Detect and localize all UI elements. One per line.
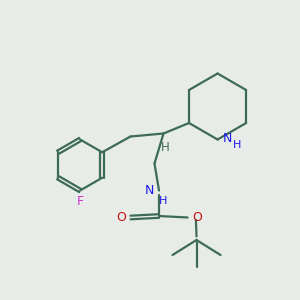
Text: H: H bbox=[158, 196, 167, 206]
Text: O: O bbox=[192, 211, 202, 224]
Text: O: O bbox=[116, 211, 126, 224]
Text: N: N bbox=[223, 131, 232, 145]
Text: H: H bbox=[233, 140, 242, 150]
Text: F: F bbox=[76, 195, 84, 208]
Text: N: N bbox=[145, 184, 154, 197]
Text: H: H bbox=[160, 141, 169, 154]
